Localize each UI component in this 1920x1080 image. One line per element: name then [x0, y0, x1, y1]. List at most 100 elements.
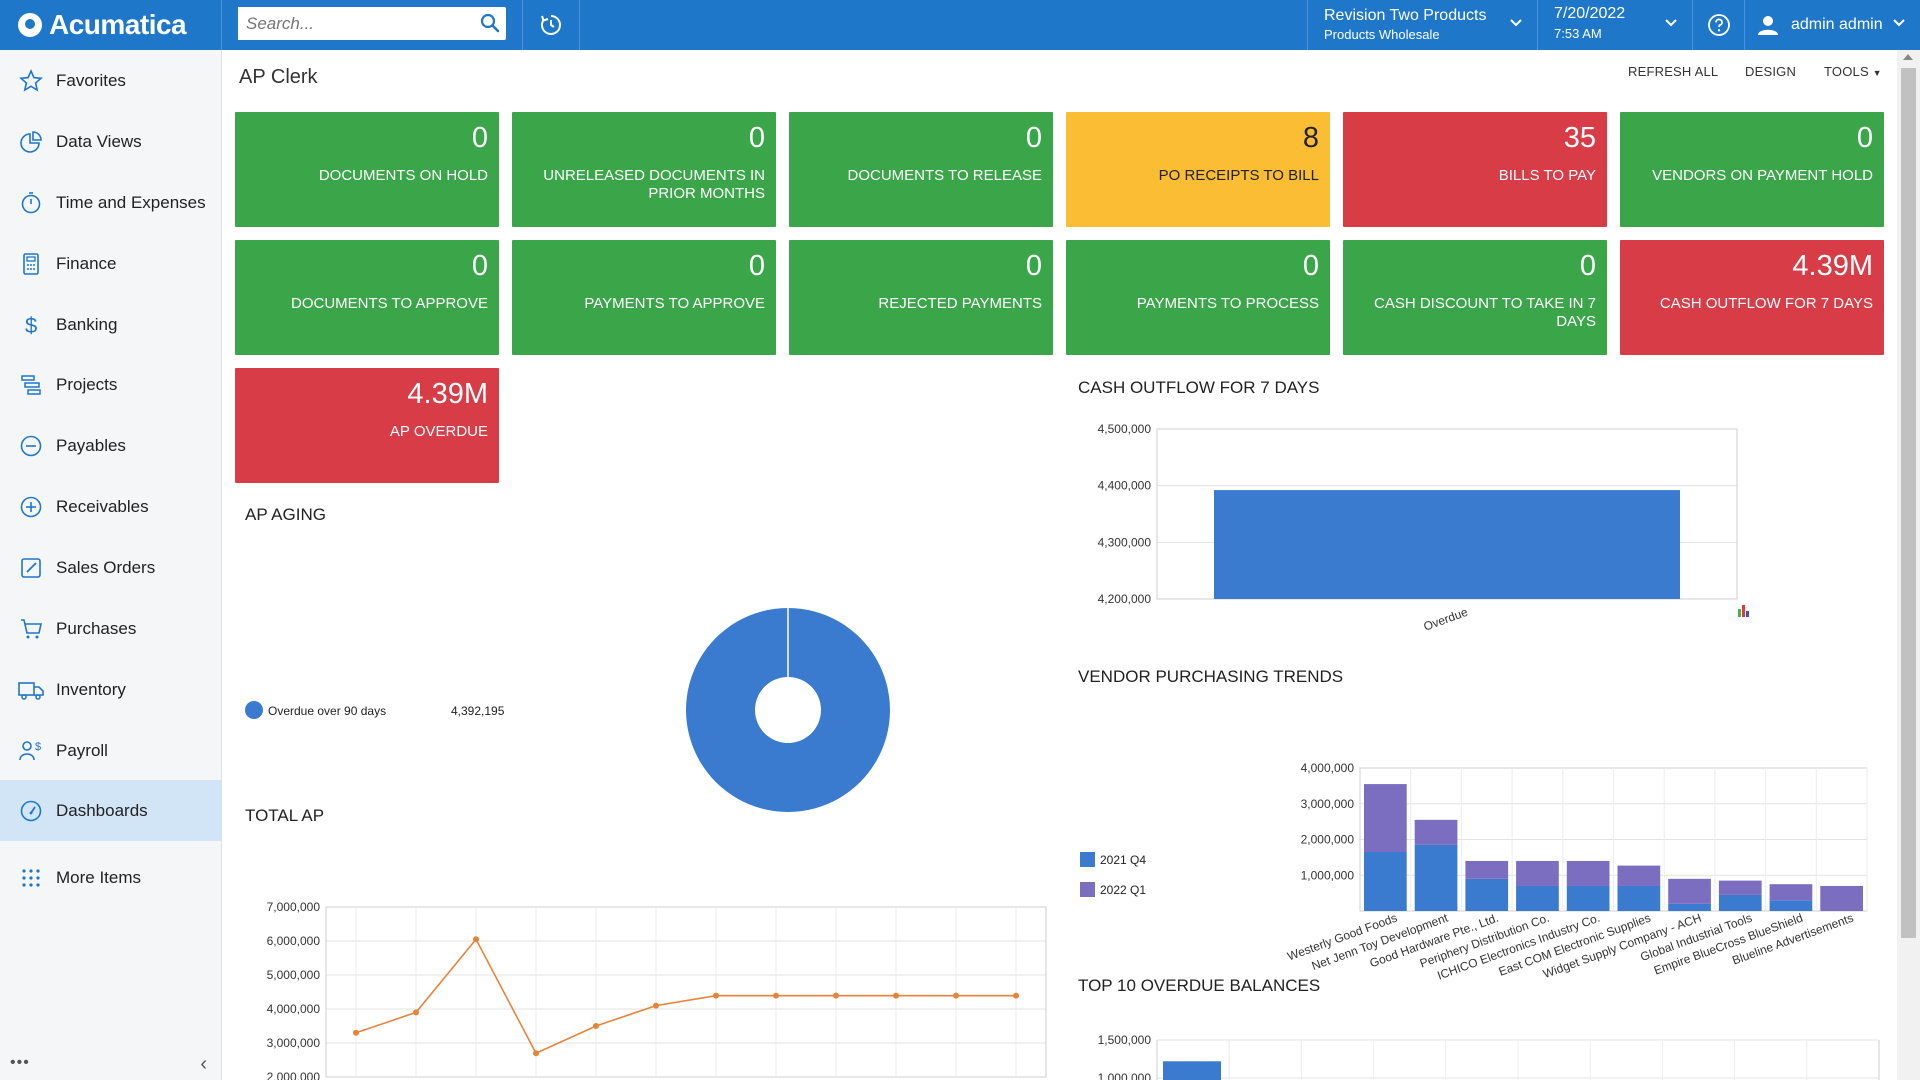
- svg-text:$: $: [25, 313, 37, 337]
- vendor-trends-chart: 1,000,0002,000,0003,000,0004,000,000West…: [1080, 761, 1868, 980]
- sidebar-item-label: Inventory: [56, 680, 126, 699]
- kpi-tile[interactable]: 0 DOCUMENTS ON HOLD: [235, 112, 499, 227]
- kpi-tile[interactable]: 0 VENDORS ON PAYMENT HOLD: [1620, 112, 1884, 227]
- kpi-tile[interactable]: 0 REJECTED PAYMENTS: [789, 240, 1053, 355]
- data-point: [833, 992, 839, 999]
- y-tick-label: 6,000,000: [267, 934, 321, 948]
- legend-marker: [245, 701, 263, 719]
- data-point: [713, 992, 719, 999]
- legend-label: 2021 Q4: [1100, 853, 1146, 867]
- bar-segment: [1364, 784, 1407, 853]
- scrollbar-thumb[interactable]: [1901, 68, 1916, 938]
- kpi-label: PAYMENTS TO PROCESS: [1136, 295, 1319, 312]
- kpi-tile[interactable]: 0 UNRELEASED DOCUMENTS IN PRIOR MONTHS: [512, 112, 776, 227]
- sidebar-item-label: Purchases: [56, 619, 137, 638]
- vertical-scrollbar[interactable]: [1897, 50, 1920, 1080]
- user-icon: [1758, 16, 1778, 35]
- sidebar-item-dashboards[interactable]: Dashboards: [0, 780, 222, 841]
- kpi-label: DOCUMENTS ON HOLD: [318, 167, 488, 184]
- history-icon: [541, 15, 561, 35]
- recent-history-button[interactable]: [522, 0, 580, 50]
- sidebar-item-banking[interactable]: $ Banking: [0, 296, 222, 354]
- top10-chart: 1,000,000 1,500,000: [1098, 1033, 1880, 1080]
- legend-marker: [1080, 882, 1095, 897]
- y-tick-label: 1,500,000: [1098, 1033, 1152, 1047]
- help-button[interactable]: [1692, 0, 1744, 50]
- sidebar-item-receivables[interactable]: Receivables: [0, 478, 222, 536]
- design-button[interactable]: DESIGN: [1745, 64, 1797, 79]
- help-icon: [1707, 14, 1730, 36]
- y-tick-label: 3,000,000: [267, 1036, 321, 1050]
- tools-menu-button[interactable]: TOOLS ▼: [1824, 64, 1882, 79]
- kpi-value: 4.39M: [407, 378, 488, 410]
- sidebar-item-label: Data Views: [56, 132, 142, 151]
- kpi-label: PAYMENTS TO APPROVE: [584, 295, 765, 312]
- top10-title: TOP 10 OVERDUE BALANCES: [1078, 976, 1321, 995]
- bar-segment: [1465, 860, 1509, 879]
- kpi-tile[interactable]: 8 PO RECEIPTS TO BILL: [1066, 112, 1330, 227]
- bar-segment: [1718, 880, 1762, 895]
- search-input[interactable]: [238, 7, 468, 40]
- sidebar: Favorites Data Views Time and Expenses F…: [0, 50, 222, 1080]
- scroll-up-arrow-icon[interactable]: [1903, 54, 1913, 60]
- kpi-tile[interactable]: 4.39M CASH OUTFLOW FOR 7 DAYS: [1620, 240, 1884, 355]
- sidebar-item-projects[interactable]: Projects: [0, 356, 222, 414]
- more-options-icon[interactable]: •••: [10, 1054, 30, 1071]
- business-date-selector[interactable]: 7/20/2022 7:53 AM: [1537, 0, 1692, 50]
- data-point: [473, 936, 479, 943]
- gantt-icon: [21, 375, 41, 395]
- data-point: [893, 992, 899, 999]
- sidebar-item-label: Payroll: [56, 741, 108, 760]
- minus-circle-icon: [20, 435, 42, 457]
- chart-icon: [1738, 609, 1741, 617]
- logo[interactable]: Acumatica: [0, 0, 222, 50]
- kpi-value: 0: [471, 250, 488, 282]
- sidebar-item-favorites[interactable]: Favorites: [0, 52, 222, 110]
- search-box: [238, 7, 506, 40]
- sidebar-item-finance[interactable]: Finance: [0, 235, 222, 293]
- kpi-tile[interactable]: 0 CASH DISCOUNT TO TAKE IN 7 DAYS: [1343, 240, 1607, 355]
- user-menu[interactable]: admin admin: [1744, 0, 1920, 50]
- collapse-sidebar-icon[interactable]: ‹: [200, 1053, 207, 1075]
- search-icon[interactable]: [480, 13, 500, 33]
- sidebar-item-payroll[interactable]: $ Payroll: [0, 722, 222, 780]
- acumatica-logo-icon: [18, 13, 42, 37]
- sidebar-item-inventory[interactable]: Inventory: [0, 661, 222, 719]
- sidebar-item-label: Favorites: [56, 71, 126, 90]
- kpi-value: 0: [1579, 250, 1596, 282]
- kpi-tile[interactable]: 4.39M AP OVERDUE: [235, 368, 499, 483]
- payroll-icon: $: [19, 741, 41, 761]
- refresh-all-button[interactable]: REFRESH ALL: [1628, 64, 1719, 79]
- bar-segment: [1617, 865, 1661, 886]
- sidebar-item-data-views[interactable]: Data Views: [0, 113, 222, 171]
- data-point: [533, 1050, 539, 1057]
- kpi-tile[interactable]: 0 PAYMENTS TO APPROVE: [512, 240, 776, 355]
- y-tick-label: 4,000,000: [267, 1002, 321, 1016]
- bar: [1163, 1061, 1221, 1080]
- svg-text:$: $: [35, 741, 41, 753]
- edit-icon: [21, 558, 41, 578]
- data-point: [413, 1009, 419, 1016]
- kpi-value: 0: [1025, 122, 1042, 154]
- sidebar-item-time-and-expenses[interactable]: Time and Expenses: [0, 174, 222, 232]
- ap-aging-chart: Overdue over 90 days 4,392,195: [245, 608, 890, 812]
- kpi-value: 4.39M: [1792, 250, 1873, 282]
- kpi-label: PO RECEIPTS TO BILL: [1158, 167, 1319, 184]
- sidebar-item-sales-orders[interactable]: Sales Orders: [0, 539, 222, 597]
- kpi-tile[interactable]: 0 DOCUMENTS TO RELEASE: [789, 112, 1053, 227]
- truck-icon: [18, 682, 44, 700]
- sidebar-item-payables[interactable]: Payables: [0, 417, 222, 475]
- kpi-tile[interactable]: 35 BILLS TO PAY: [1343, 112, 1607, 227]
- sidebar-item-purchases[interactable]: Purchases: [0, 600, 222, 658]
- y-tick-label: 2,000,000: [1301, 833, 1355, 847]
- bar-segment: [1566, 885, 1610, 911]
- company-selector[interactable]: Revision Two Products Products Wholesale: [1307, 0, 1537, 50]
- kpi-tile[interactable]: 0 DOCUMENTS TO APPROVE: [235, 240, 499, 355]
- bar-segment: [1566, 860, 1610, 886]
- kpi-value: 0: [1856, 122, 1873, 154]
- kpi-label: VENDORS ON PAYMENT HOLD: [1652, 167, 1873, 184]
- kpi-tile[interactable]: 0 PAYMENTS TO PROCESS: [1066, 240, 1330, 355]
- y-tick-label: 4,500,000: [1098, 422, 1152, 436]
- sidebar-item-label: Projects: [56, 375, 118, 394]
- sidebar-item-more-items[interactable]: More Items: [0, 849, 222, 907]
